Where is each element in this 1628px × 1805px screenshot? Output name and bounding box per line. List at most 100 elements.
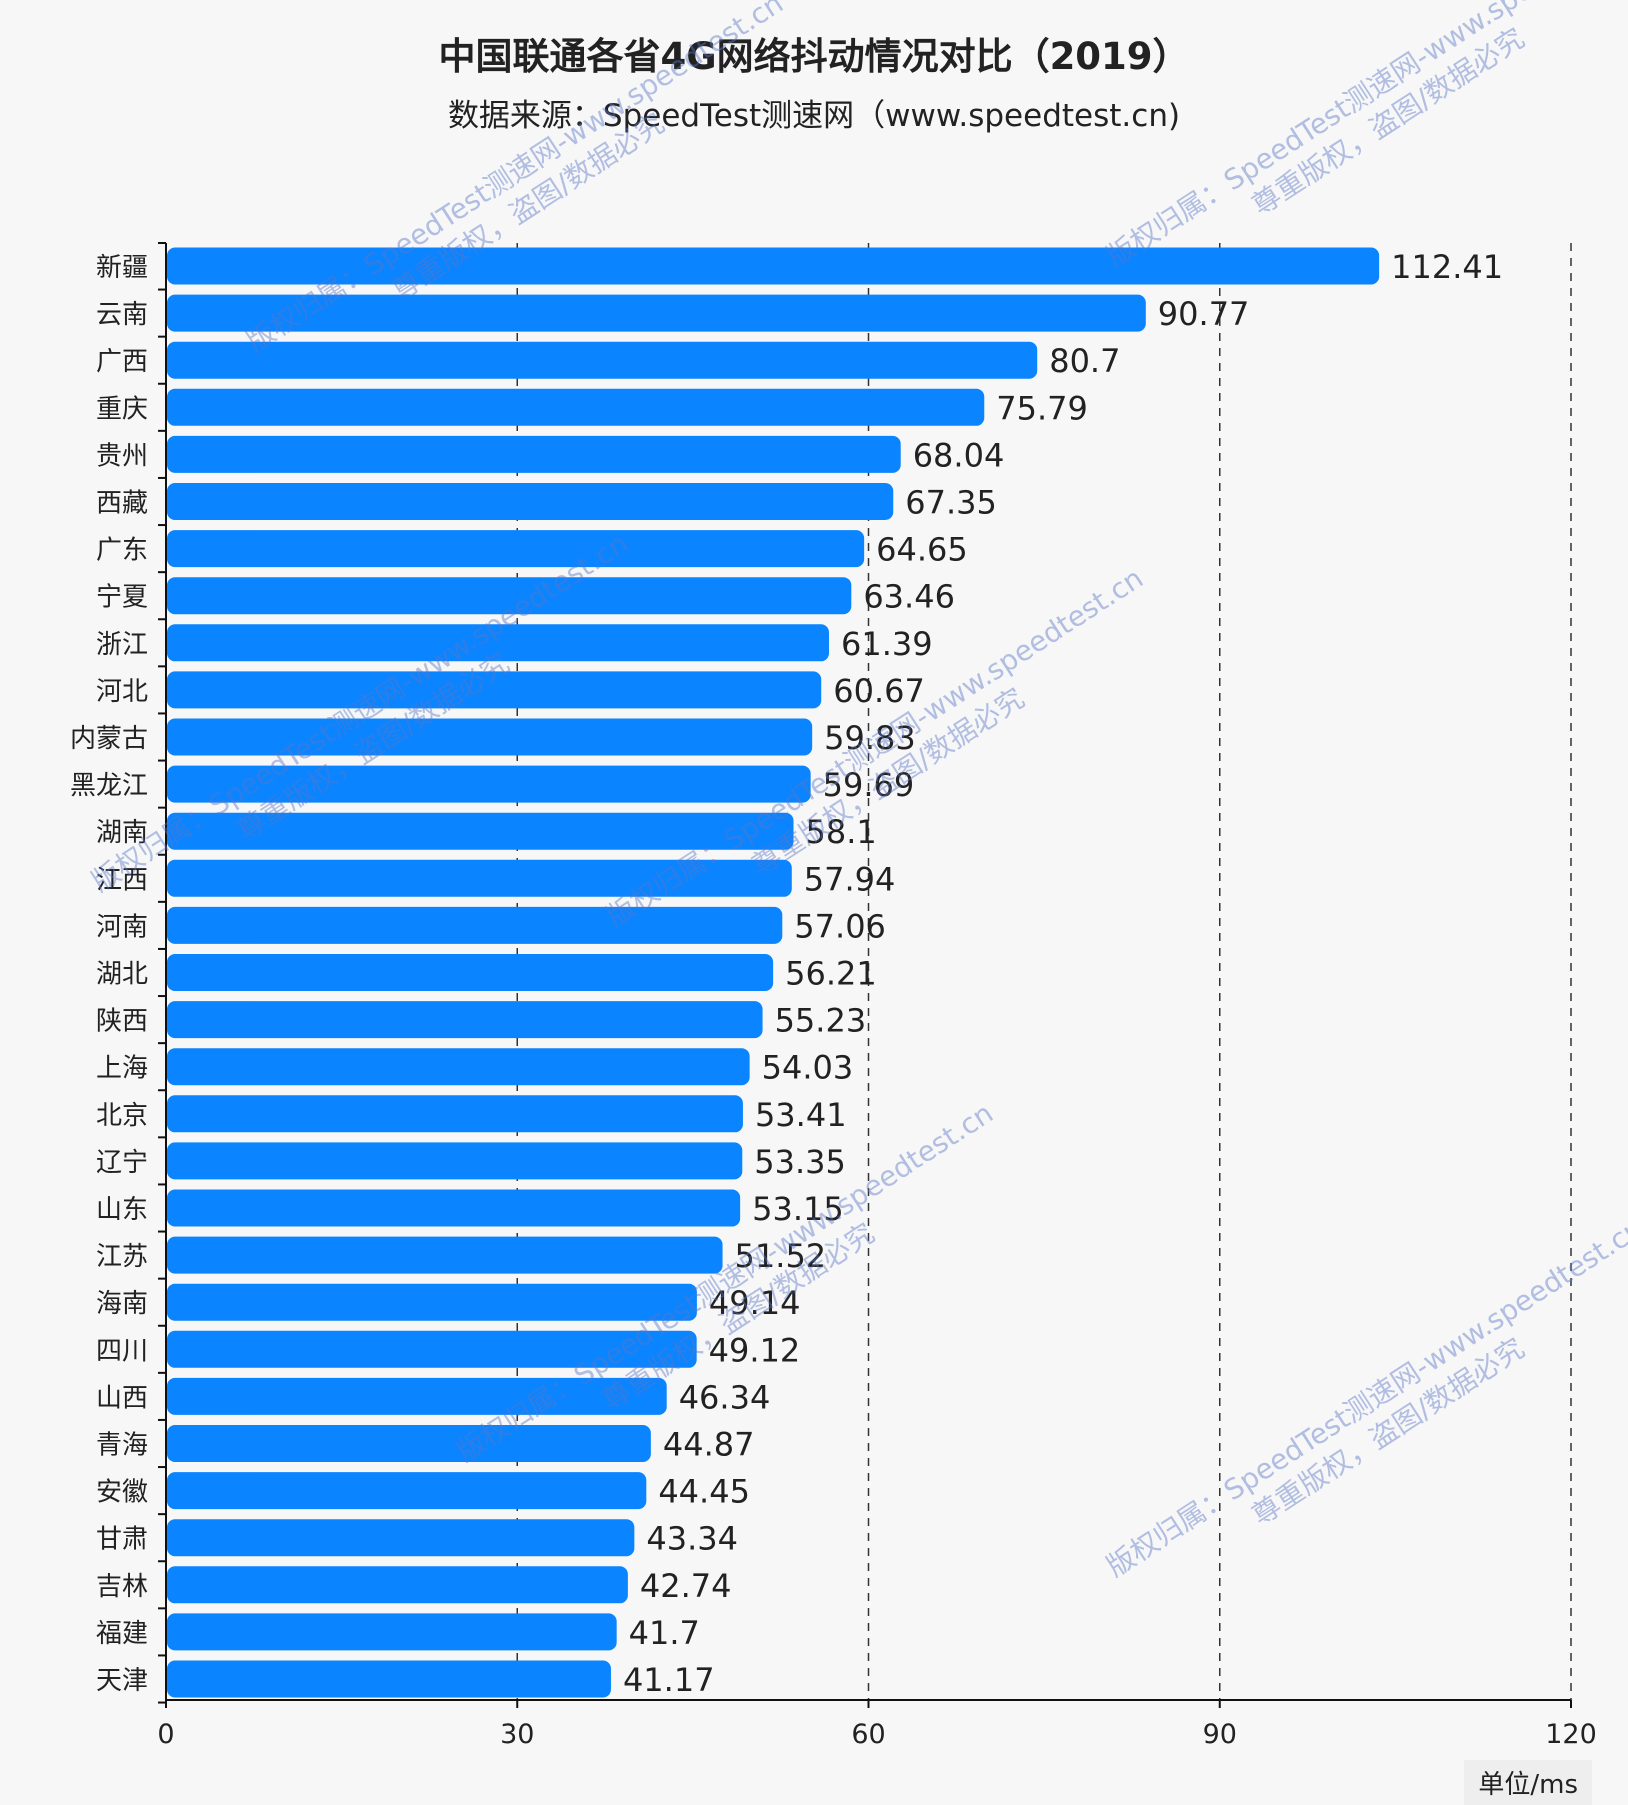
data-label: 60.67 — [833, 672, 925, 710]
data-label: 63.46 — [863, 578, 955, 616]
y-tick-label: 浙江 — [96, 630, 148, 660]
bar — [167, 1001, 763, 1039]
y-tick-label: 安徽 — [96, 1478, 148, 1508]
y-tick-label: 河南 — [96, 912, 148, 942]
x-tick-label: 0 — [157, 1719, 174, 1750]
data-label: 51.52 — [735, 1237, 827, 1275]
data-label: 42.74 — [640, 1567, 732, 1605]
y-tick-label: 河北 — [96, 677, 148, 707]
bar — [167, 247, 1380, 285]
bar — [167, 1236, 723, 1274]
y-tick-label: 重庆 — [96, 394, 148, 424]
bar — [167, 435, 901, 473]
y-tick-label: 江苏 — [96, 1242, 148, 1272]
y-tick-label: 青海 — [96, 1431, 148, 1461]
y-tick-label: 山西 — [96, 1383, 148, 1413]
bar — [167, 1472, 647, 1510]
y-tick-label: 天津 — [96, 1666, 148, 1696]
y-tick-label: 云南 — [96, 300, 148, 330]
data-label: 53.35 — [754, 1143, 846, 1181]
y-tick-label: 黑龙江 — [70, 771, 148, 801]
bar — [167, 530, 865, 568]
unit-label: 单位/ms — [1464, 1760, 1592, 1805]
bar — [167, 1425, 651, 1462]
bar — [167, 624, 829, 662]
y-tick-label: 甘肃 — [96, 1525, 148, 1555]
data-label: 64.65 — [876, 531, 968, 569]
y-tick-label: 海南 — [96, 1289, 148, 1319]
y-tick-label: 西藏 — [96, 489, 148, 519]
y-tick-label: 江西 — [96, 865, 148, 895]
data-label: 58.1 — [806, 813, 877, 851]
bar — [167, 671, 822, 709]
data-label: 57.06 — [794, 907, 886, 945]
bar — [167, 954, 774, 991]
bar — [167, 812, 794, 850]
data-label: 44.87 — [663, 1426, 755, 1464]
bar — [167, 1660, 611, 1698]
y-tick-label: 湖北 — [96, 960, 148, 990]
bar — [167, 1330, 697, 1368]
bar — [167, 718, 813, 756]
chart-subtitle: 数据来源：SpeedTest测速网（www.speedtest.cn) — [447, 98, 1181, 134]
bar — [167, 1566, 628, 1604]
data-label: 49.14 — [709, 1284, 801, 1322]
x-tick-label: 120 — [1545, 1719, 1597, 1750]
y-tick-label: 新疆 — [96, 253, 148, 283]
bar — [167, 483, 894, 520]
y-tick-label: 北京 — [96, 1101, 148, 1131]
x-tick-label: 60 — [851, 1719, 885, 1750]
data-label: 90.77 — [1158, 295, 1250, 333]
data-label: 41.7 — [629, 1614, 700, 1652]
data-label: 53.15 — [752, 1190, 844, 1228]
data-label: 46.34 — [679, 1378, 771, 1416]
bar — [167, 1189, 741, 1227]
bar — [167, 1142, 743, 1180]
data-label: 59.83 — [824, 719, 916, 757]
data-label: 55.23 — [775, 1002, 867, 1040]
y-tick-label: 内蒙古 — [70, 724, 148, 754]
y-tick-label: 陕西 — [96, 1007, 148, 1037]
data-label: 44.45 — [658, 1473, 750, 1511]
x-tick-label: 90 — [1203, 1719, 1237, 1750]
data-label: 43.34 — [646, 1520, 738, 1558]
data-label: 75.79 — [996, 389, 1088, 427]
y-tick-label: 四川 — [96, 1336, 148, 1366]
y-tick-label: 上海 — [96, 1054, 148, 1084]
data-label: 54.03 — [762, 1049, 854, 1087]
data-label: 59.69 — [823, 766, 915, 804]
y-tick-label: 福建 — [96, 1619, 148, 1649]
data-label: 68.04 — [913, 436, 1005, 474]
y-tick-label: 宁夏 — [96, 583, 148, 613]
data-label: 56.21 — [785, 955, 877, 993]
bar — [167, 577, 852, 615]
chart-title: 中国联通各省4G网络抖动情况对比（2019） — [438, 35, 1190, 78]
bar — [167, 1283, 697, 1321]
y-tick-label: 湖南 — [96, 818, 148, 848]
data-label: 41.17 — [623, 1661, 715, 1699]
bar — [167, 388, 985, 426]
bar — [167, 341, 1038, 379]
y-tick-label: 辽宁 — [96, 1148, 148, 1178]
bar — [167, 1377, 667, 1415]
bar — [167, 1519, 635, 1557]
data-label: 53.41 — [755, 1096, 847, 1134]
data-label: 49.12 — [709, 1331, 801, 1369]
data-label: 57.94 — [804, 860, 896, 898]
bar — [167, 765, 811, 803]
bar — [167, 1048, 750, 1086]
y-tick-label: 山东 — [96, 1195, 148, 1225]
data-label: 80.7 — [1049, 342, 1120, 380]
data-label: 61.39 — [841, 625, 933, 663]
y-tick-label: 贵州 — [96, 441, 148, 471]
bar — [167, 859, 792, 897]
data-label: 112.41 — [1391, 248, 1503, 286]
y-tick-label: 广东 — [96, 536, 148, 566]
y-tick-label: 吉林 — [96, 1572, 148, 1602]
bar — [167, 1095, 743, 1133]
bar — [167, 1613, 617, 1651]
bar — [167, 906, 783, 944]
bar — [167, 294, 1146, 332]
x-tick-label: 30 — [500, 1719, 534, 1750]
